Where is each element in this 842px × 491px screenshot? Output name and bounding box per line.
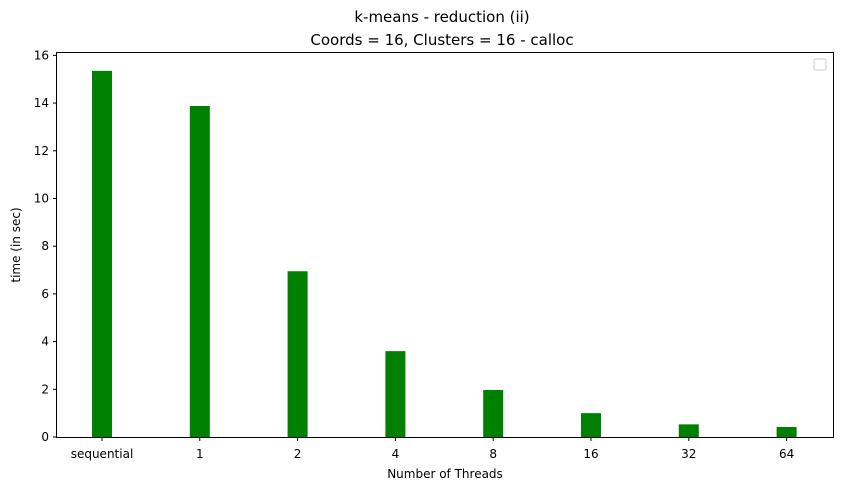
- x-tick-label: 4: [392, 447, 400, 461]
- plot-frame: [56, 52, 834, 438]
- y-tick-label: 2: [41, 382, 49, 396]
- bar-32: [678, 424, 699, 437]
- y-tick-label: 4: [41, 335, 49, 349]
- chart-title: k-means - reduction (ii): [354, 8, 529, 26]
- bars-group: [92, 70, 797, 438]
- x-tick-label: 1: [196, 447, 204, 461]
- y-tick-label: 10: [34, 191, 49, 205]
- y-tick-label: 12: [34, 144, 49, 158]
- bar-8: [483, 390, 504, 437]
- x-axis-ticks: sequential 1 2 4 8 16 32 64: [71, 437, 794, 461]
- x-tick-label: 8: [489, 447, 497, 461]
- y-tick-label: 16: [34, 48, 49, 62]
- chart-subtitle: Coords = 16, Clusters = 16 - calloc: [310, 31, 573, 49]
- x-tick-label: sequential: [71, 447, 134, 461]
- y-tick-label: 0: [41, 430, 49, 444]
- y-axis-label: time (in sec): [9, 207, 23, 282]
- y-tick-label: 14: [34, 96, 49, 110]
- bar-4: [385, 351, 406, 437]
- bar-1: [189, 105, 210, 437]
- y-axis-ticks: 0 2 4 6 8 10 12 14 16: [34, 48, 57, 444]
- x-tick-label: 16: [583, 447, 598, 461]
- y-tick-label: 8: [41, 239, 49, 253]
- bar-16: [581, 413, 601, 437]
- x-tick-label: 32: [681, 447, 696, 461]
- bar-2: [287, 271, 308, 437]
- x-tick-label: 2: [294, 447, 302, 461]
- y-tick-label: 6: [41, 287, 49, 301]
- legend-box: [813, 58, 827, 71]
- x-tick-label: 64: [779, 447, 794, 461]
- bar-sequential: [92, 70, 112, 438]
- x-axis-label: Number of Threads: [387, 467, 503, 481]
- bar-64: [776, 426, 797, 437]
